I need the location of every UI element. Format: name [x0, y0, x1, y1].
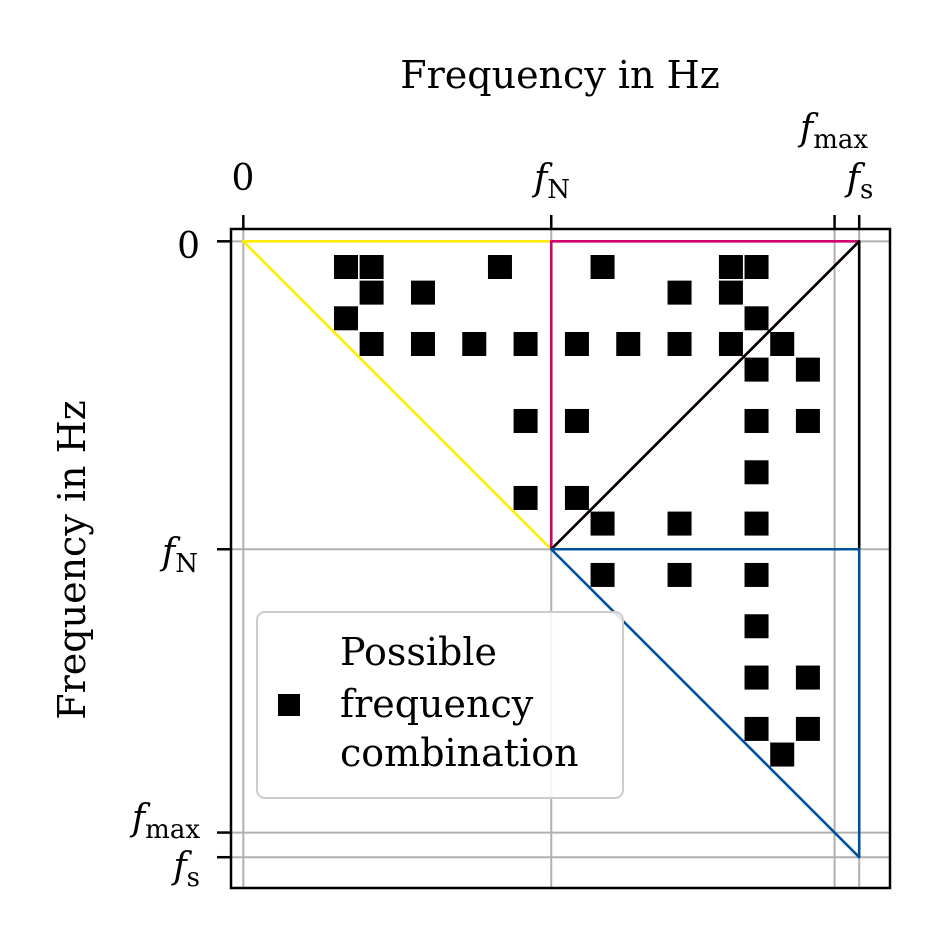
data-point — [667, 331, 692, 356]
legend-marker-square — [278, 694, 300, 716]
x-axis-title: Frequency in Hz — [400, 53, 719, 97]
data-point — [770, 331, 795, 356]
data-point — [744, 665, 769, 690]
x-tick-label-fN: fN — [531, 158, 570, 205]
y-tick-label-zero: 0 — [177, 226, 200, 267]
data-point — [410, 280, 435, 305]
y-tick-label-fs: fs — [170, 846, 200, 893]
data-point — [795, 408, 820, 433]
data-point — [795, 716, 820, 741]
data-point — [513, 485, 538, 510]
region-triangles — [242, 240, 861, 859]
data-point — [410, 331, 435, 356]
y-tick-label-fN: fN — [159, 532, 198, 579]
black-region — [549, 240, 861, 551]
y-axis-title: Frequency in Hz — [50, 400, 94, 719]
data-point — [744, 408, 769, 433]
data-point — [487, 255, 512, 280]
data-point — [770, 742, 795, 767]
data-point — [718, 280, 743, 305]
legend-line-2: frequency — [340, 682, 534, 726]
yellow-region — [242, 240, 553, 551]
data-point — [667, 280, 692, 305]
data-point — [744, 460, 769, 485]
data-point — [359, 255, 384, 280]
data-point — [718, 255, 743, 280]
data-point — [462, 331, 487, 356]
data-markers — [333, 255, 820, 767]
x-tick-label-fs: fs — [844, 158, 874, 205]
data-point — [744, 716, 769, 741]
data-point — [359, 331, 384, 356]
data-point — [564, 485, 589, 510]
x-tick-label-fmax: fmax — [797, 108, 868, 155]
data-point — [564, 408, 589, 433]
plot-frame — [229, 227, 892, 890]
data-point — [333, 255, 358, 280]
data-point — [513, 331, 538, 356]
x-tick-label-zero: 0 — [232, 158, 255, 199]
data-point — [795, 665, 820, 690]
data-point — [744, 511, 769, 536]
data-point — [744, 562, 769, 587]
legend-box — [256, 611, 624, 799]
legend: Possible frequency combination — [256, 611, 624, 799]
data-point — [616, 331, 641, 356]
data-point — [718, 331, 743, 356]
data-point — [564, 331, 589, 356]
data-point — [513, 408, 538, 433]
data-point — [590, 255, 615, 280]
data-point — [667, 511, 692, 536]
data-point — [795, 357, 820, 382]
data-point — [590, 562, 615, 587]
data-point — [667, 562, 692, 587]
data-point — [744, 614, 769, 639]
legend-line-3: combination — [340, 731, 579, 775]
y-tick-label-fmax: fmax — [129, 798, 200, 845]
legend-line-1: Possible — [340, 630, 497, 674]
data-point — [590, 511, 615, 536]
data-point — [744, 255, 769, 280]
data-point — [359, 280, 384, 305]
blue-region — [549, 547, 861, 859]
data-point — [333, 306, 358, 331]
data-point — [744, 306, 769, 331]
data-point — [744, 357, 769, 382]
